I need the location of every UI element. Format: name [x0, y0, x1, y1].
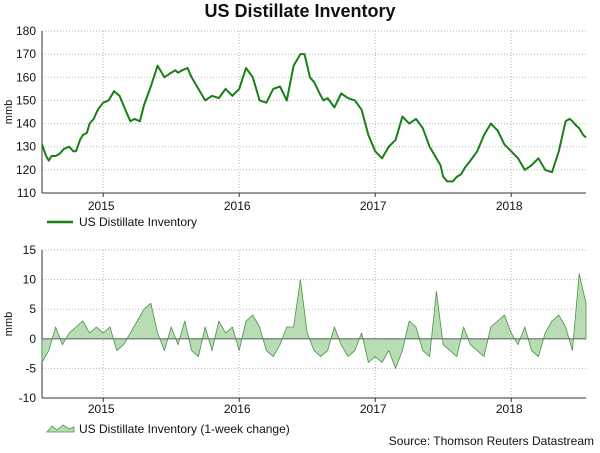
x-tick-label: 2018 [496, 199, 523, 213]
y-tick-label: 10 [23, 273, 37, 287]
y-tick-label: 180 [16, 24, 36, 38]
y-tick-label: 140 [16, 117, 36, 131]
bottom-panel: -10 -5 0 5 10 15 2015 2016 2017 2018 mmb US Distill… [3, 243, 587, 436]
y-tick-label: 170 [16, 47, 36, 61]
legend-label: US Distillate Inventory (1-week change) [79, 422, 290, 436]
x-tick-label: 2016 [224, 199, 251, 213]
x-tick-label: 2016 [224, 402, 251, 416]
y-axis-label: mmb [3, 100, 15, 124]
x-tick-label: 2015 [88, 402, 115, 416]
series-line [41, 53, 587, 183]
y-tick-label: 110 [17, 186, 36, 200]
x-tick-label: 2018 [496, 402, 523, 416]
y-tick-label: 120 [16, 163, 36, 177]
source-note: Source: Thomson Reuters Datastream [388, 434, 594, 448]
y-tick-label: -10 [19, 391, 37, 405]
y-tick-label: 150 [16, 93, 36, 107]
chart-title: US Distillate Inventory [204, 1, 396, 21]
y-tick-label: 160 [16, 70, 36, 84]
legend-label: US Distillate Inventory [79, 215, 197, 229]
x-tick-label: 2017 [360, 199, 387, 213]
y-tick-label: 15 [23, 243, 37, 257]
top-panel: 110 120 130 140 150 160 170 180 2015 2016 2017 2018… [3, 24, 587, 229]
x-tick-label: 2017 [360, 402, 387, 416]
x-tick-label: 2015 [88, 199, 115, 213]
legend-swatch [46, 424, 75, 433]
y-tick-label: 130 [16, 140, 36, 154]
series-area [41, 273, 587, 369]
y-tick-label: 0 [29, 332, 36, 346]
y-axis-label: mmb [3, 312, 15, 336]
y-tick-label: -5 [25, 361, 36, 375]
y-tick-label: 5 [29, 302, 36, 316]
